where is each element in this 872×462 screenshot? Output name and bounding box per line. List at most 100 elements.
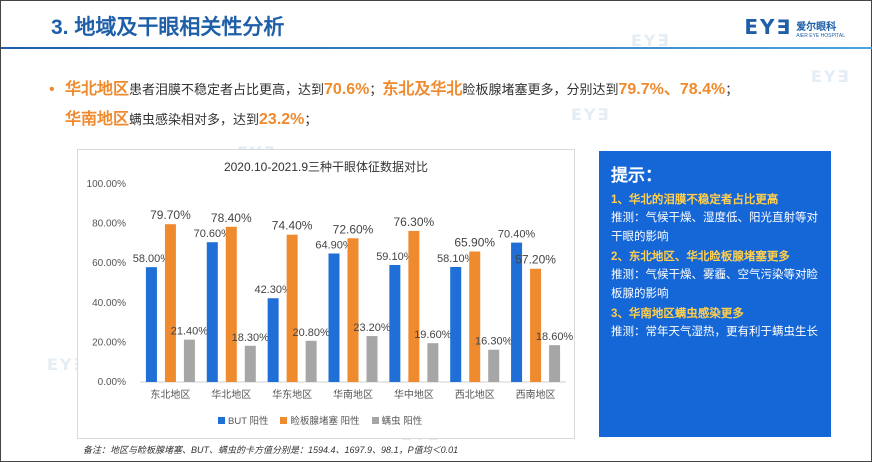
- y-tick-label: 20.00%: [92, 337, 126, 348]
- bar: [305, 340, 317, 382]
- summary-bullet: • 华北地区患者泪膜不稳定者占比更高，达到70.6%；东北及华北睑板腺堵塞更多，…: [49, 75, 835, 135]
- summary-sep-1: ；: [369, 82, 383, 97]
- bar: [183, 339, 195, 382]
- x-tick-label: 东北地区: [150, 388, 190, 401]
- data-label: 42.30%: [254, 284, 292, 296]
- bar: [530, 268, 542, 382]
- summary-value-3: 23.2%: [259, 111, 305, 128]
- legend-item: BUT 阳性: [218, 413, 268, 427]
- chart-legend: BUT 阳性 睑板腺堵塞 阳性 螨虫 阳性: [218, 413, 422, 427]
- data-label: 18.60%: [536, 331, 574, 343]
- tips-panel: 提示： 1、华北的泪膜不稳定者占比更高 推测：气候干燥、湿度低、阳光直射等对干眼…: [599, 151, 831, 437]
- data-label: 79.70%: [150, 208, 191, 222]
- legend-label: 睑板腺堵塞 阳性: [290, 416, 360, 427]
- x-tick-label: 西北地区: [455, 388, 495, 401]
- y-tick-label: 80.00%: [92, 219, 126, 230]
- summary-value-2: 79.7%、78.4%: [618, 81, 726, 98]
- bar: [328, 253, 340, 382]
- bar: [244, 345, 256, 382]
- data-label: 21.40%: [171, 326, 209, 338]
- x-tick-label: 华中地区: [394, 388, 434, 401]
- x-tick-label: 华北地区: [211, 388, 251, 401]
- data-label: 64.90%: [315, 239, 353, 251]
- legend-swatch: [280, 416, 288, 424]
- data-label: 74.40%: [272, 219, 313, 233]
- tip-item: 1、华北的泪膜不稳定者占比更高 推测：气候干燥、湿度低、阳光直射等对干眼的影响: [611, 192, 819, 247]
- x-tick-label: 华东地区: [272, 388, 312, 401]
- logo-mark: EY∃: [744, 15, 793, 39]
- data-label: 78.40%: [211, 211, 252, 225]
- x-tick-label: 华南地区: [333, 388, 373, 401]
- bar-chart: 0.00% 20.00% 40.00% 60.00% 80.00% 100.00% 58.0…: [87, 179, 574, 401]
- data-label: 23.20%: [353, 322, 391, 334]
- bar: [267, 298, 279, 382]
- tip-question: 1、华北的泪膜不稳定者占比更高: [611, 194, 779, 206]
- tip-item: 2、东北地区、华北睑板腺堵塞更多 推测：气候干燥、雾霾、空气污染等对睑板腺的影响: [611, 249, 819, 304]
- brand-logo: EY∃ 爱尔眼科 AIER EYE HOSPITAL: [744, 15, 845, 39]
- bar: [427, 343, 439, 382]
- data-label: 70.40%: [498, 229, 536, 241]
- page-title: 3. 地域及干眼相关性分析: [51, 16, 285, 39]
- bar: [206, 242, 218, 382]
- chart-panel: 2020.10-2021.9三种干眼体征数据对比 0.00% 20.00% 40.0…: [77, 149, 575, 439]
- bar: [366, 336, 378, 382]
- y-tick-label: 60.00%: [92, 258, 126, 269]
- chart-title: 2020.10-2021.9三种干眼体征数据对比: [223, 160, 429, 174]
- title-divider: [1, 47, 872, 49]
- summary-highlight-1: 华北地区: [65, 81, 130, 98]
- data-label: 57.20%: [515, 253, 556, 267]
- legend-item: 螨虫 阳性: [371, 413, 423, 427]
- summary-highlight-3: 华南地区: [65, 111, 130, 128]
- logo-text-en: AIER EYE HOSPITAL: [796, 33, 845, 39]
- bar: [145, 267, 157, 382]
- legend-label: BUT 阳性: [228, 416, 269, 427]
- tip-answer: 推测：常年天气湿热，更有利于螨虫生长: [611, 326, 818, 338]
- logo-text-cn: 爱尔眼科: [796, 22, 837, 33]
- y-tick-label: 40.00%: [92, 298, 126, 309]
- legend-swatch: [218, 416, 225, 424]
- data-label: 59.10%: [376, 251, 414, 263]
- bar: [469, 251, 481, 382]
- x-tick-label: 西南地区: [516, 388, 556, 401]
- bar: [347, 238, 359, 382]
- bar: [408, 230, 420, 382]
- data-label: 18.30%: [232, 332, 270, 344]
- data-label: 65.90%: [454, 236, 495, 250]
- tip-item: 3、华南地区螨虫感染更多 推测：常年天气湿热，更有利于螨虫生长: [611, 306, 819, 342]
- legend-swatch: [371, 416, 379, 424]
- tip-question: 2、东北地区、华北睑板腺堵塞更多: [611, 251, 790, 263]
- bar: [488, 349, 500, 382]
- data-label: 76.30%: [394, 215, 435, 229]
- bar: [225, 226, 237, 382]
- data-label: 20.80%: [292, 327, 330, 339]
- bar: [511, 242, 523, 382]
- footnote: 备注：地区与睑板腺堵塞、BUT、螨虫的卡方值分别是：1594.4、1697.9、…: [83, 445, 459, 455]
- data-label: 70.60%: [194, 228, 232, 240]
- summary-text-2: 睑板腺堵塞更多，分别达到: [462, 82, 619, 97]
- bar: [286, 234, 298, 382]
- tip-answer: 推测：气候干燥、雾霾、空气污染等对睑板腺的影响: [611, 269, 818, 300]
- summary-value-1: 70.6%: [324, 81, 370, 98]
- summary-text-1: 患者泪膜不稳定者占比更高，达到: [129, 82, 325, 97]
- bar: [549, 345, 561, 382]
- tip-question: 3、华南地区螨虫感染更多: [611, 308, 744, 320]
- y-tick-label: 0.00%: [98, 377, 126, 388]
- y-tick-label: 100.00%: [87, 179, 127, 190]
- bar: [450, 266, 462, 382]
- data-label: 58.10%: [437, 253, 475, 265]
- data-label: 19.60%: [414, 329, 452, 341]
- bullet-dot: •: [49, 81, 55, 98]
- summary-sep-3: ；: [304, 112, 318, 127]
- legend-label: 螨虫 阳性: [381, 416, 423, 427]
- tips-heading: 提示：: [611, 166, 662, 185]
- title-bar: 3. 地域及干眼相关性分析 EY∃ 爱尔眼科 AIER EYE HOSPITAL: [1, 1, 872, 47]
- summary-text-3: 螨虫感染相对多，达到: [129, 112, 260, 127]
- bar: [164, 224, 176, 382]
- data-label: 58.00%: [133, 253, 171, 265]
- legend-item: 睑板腺堵塞 阳性: [280, 413, 360, 427]
- data-label: 72.60%: [333, 222, 374, 236]
- tip-answer: 推测：气候干燥、湿度低、阳光直射等对干眼的影响: [611, 212, 818, 243]
- summary-sep-2: ；: [725, 82, 739, 97]
- summary-highlight-2: 东北及华北: [382, 81, 463, 98]
- bar: [389, 264, 401, 382]
